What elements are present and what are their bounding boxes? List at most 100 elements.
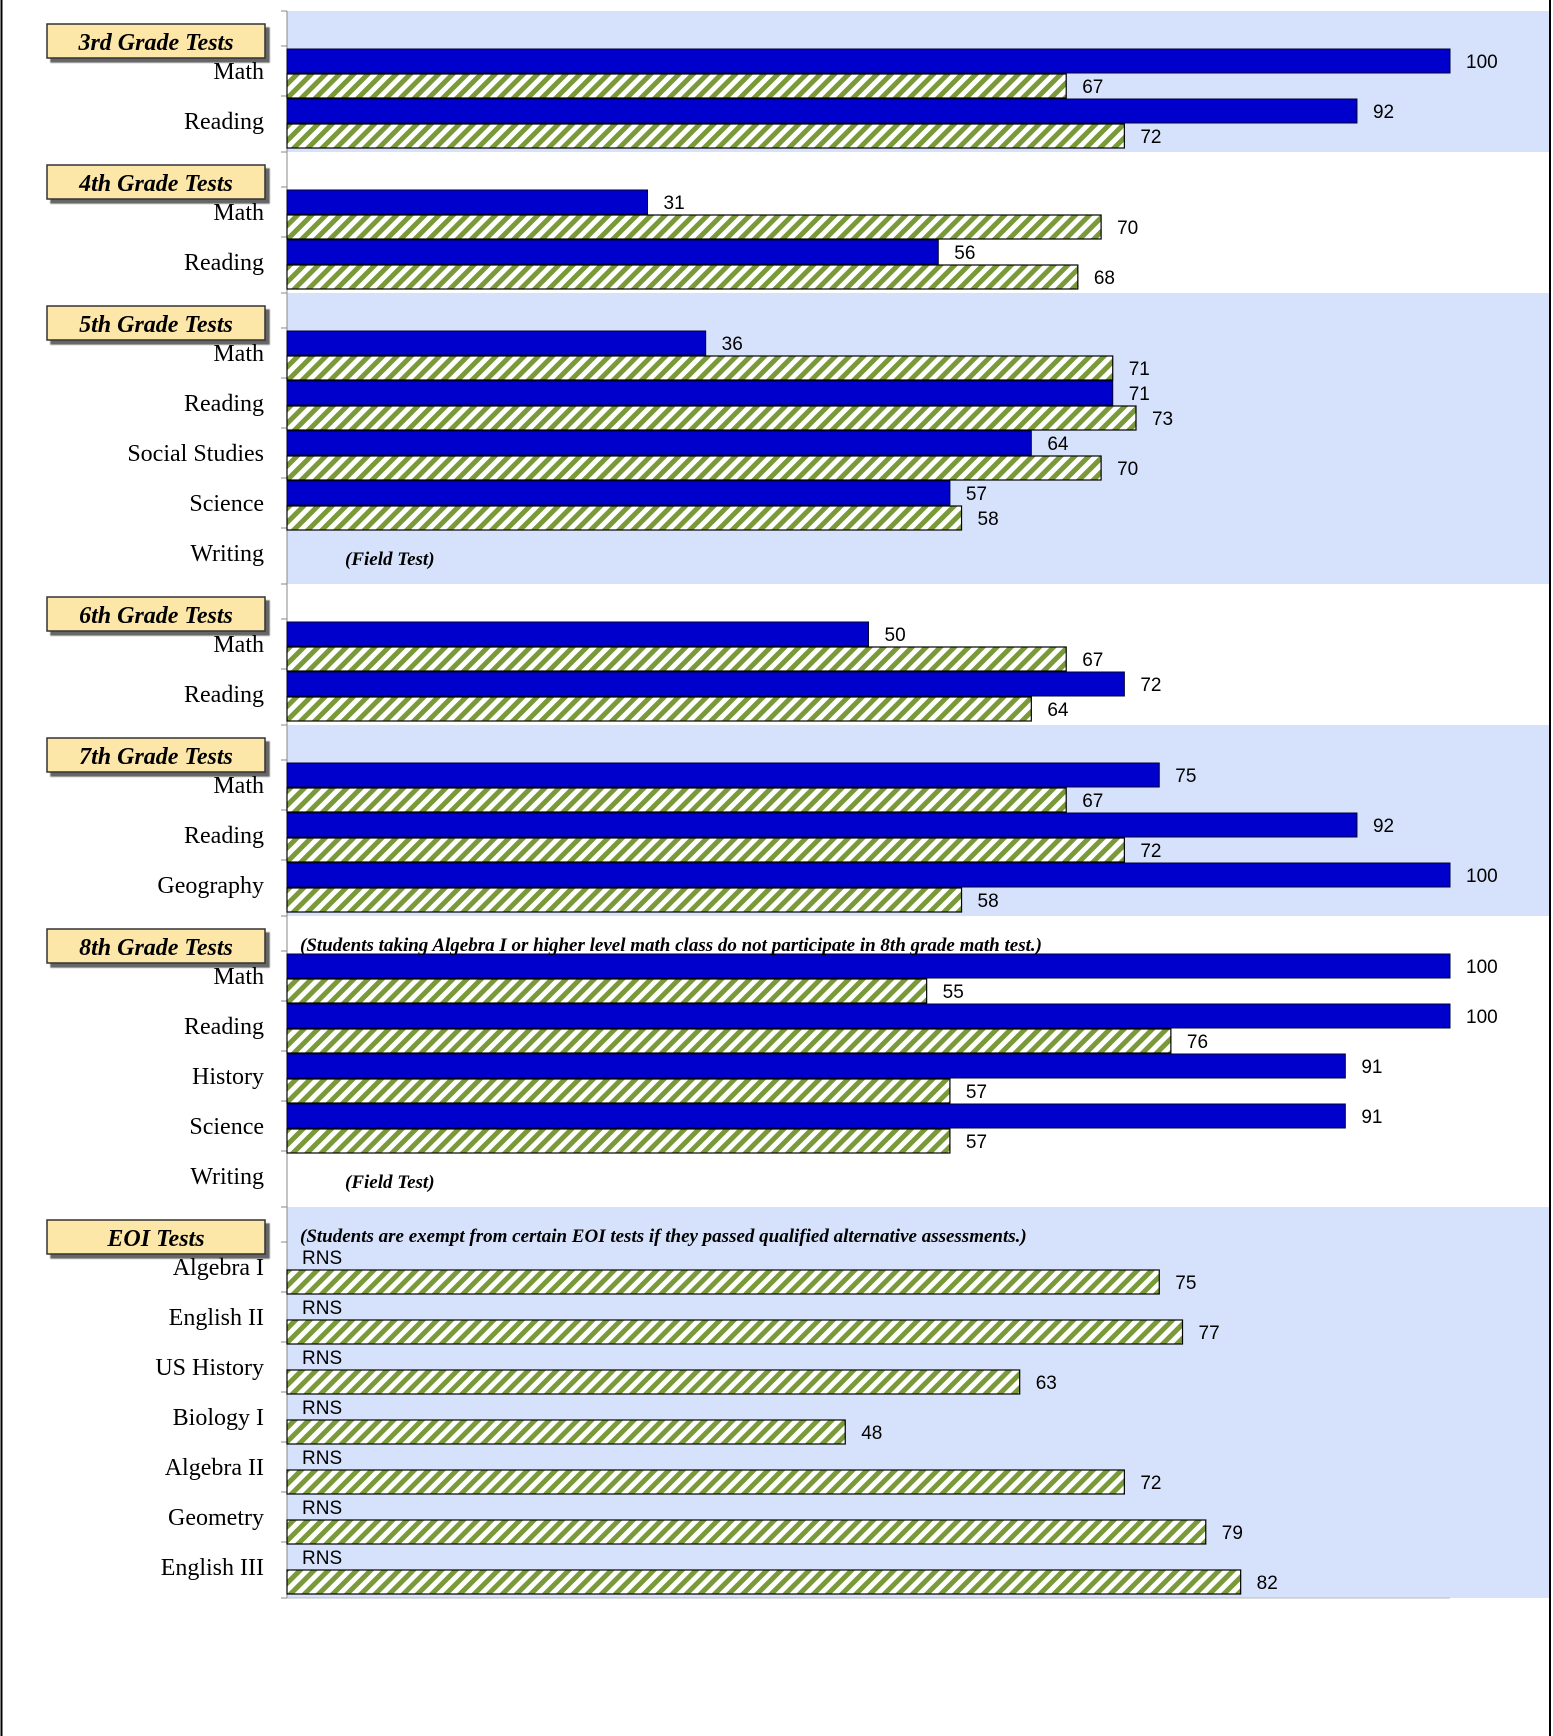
comparison-value-label: 71 xyxy=(1129,359,1150,380)
category-label: Science xyxy=(189,1114,264,1140)
comparison-value-label: 82 xyxy=(1257,1573,1278,1594)
grade-label: 8th Grade Tests xyxy=(79,935,233,961)
school-value-label: 92 xyxy=(1373,102,1394,123)
grade-label-box: 7th Grade Tests xyxy=(46,737,266,773)
category-label: Reading xyxy=(184,823,264,849)
grade-label-box: 3rd Grade Tests xyxy=(46,23,266,59)
school-value-label: 57 xyxy=(966,484,987,505)
school-bar xyxy=(286,98,1358,124)
grade-label-box-bg xyxy=(46,305,266,341)
comparison-bar xyxy=(286,355,1114,381)
comparison-value-label: 79 xyxy=(1222,1523,1243,1544)
grade-label: 4th Grade Tests xyxy=(78,171,233,197)
comparison-value-label: 72 xyxy=(1140,841,1161,862)
school-value-label: RNS xyxy=(302,1248,342,1269)
school-value-label: 75 xyxy=(1175,766,1196,787)
comparison-value-label: 63 xyxy=(1036,1373,1057,1394)
category-label: Writing xyxy=(190,541,264,567)
comparison-bar xyxy=(286,646,1067,672)
comparison-value-label: 75 xyxy=(1175,1273,1196,1294)
comparison-value-label: 57 xyxy=(966,1132,987,1153)
comparison-bar xyxy=(286,455,1102,481)
comparison-bar xyxy=(286,505,963,531)
comparison-bar xyxy=(286,214,1102,240)
comparison-bar xyxy=(286,1028,1172,1054)
grade-label: 7th Grade Tests xyxy=(79,744,233,770)
category-label: Reading xyxy=(184,1014,264,1040)
field-test-note: (Field Test) xyxy=(345,1172,435,1193)
comparison-bar xyxy=(286,1519,1207,1545)
grade-label: 5th Grade Tests xyxy=(79,312,233,338)
school-bar xyxy=(286,1053,1346,1079)
group-note: (Students taking Algebra I or higher lev… xyxy=(300,935,1042,956)
school-bar xyxy=(286,330,707,356)
comparison-bar xyxy=(286,837,1125,863)
school-bar xyxy=(286,239,939,265)
category-label: Math xyxy=(213,632,264,658)
category-label: Math xyxy=(213,59,264,85)
school-value-label: 100 xyxy=(1466,957,1498,978)
grade-label-box: 4th Grade Tests xyxy=(46,164,266,200)
school-value-label: 91 xyxy=(1361,1107,1382,1128)
school-bar xyxy=(286,48,1451,74)
comparison-value-label: 73 xyxy=(1152,409,1173,430)
comparison-value-label: 70 xyxy=(1117,218,1138,239)
grade-label-box-bg xyxy=(46,23,266,59)
category-label: History xyxy=(192,1064,264,1090)
comparison-value-label: 58 xyxy=(978,891,999,912)
category-label: Math xyxy=(213,200,264,226)
comparison-bar xyxy=(286,73,1067,99)
grade-label: EOI Tests xyxy=(106,1226,204,1252)
comparison-value-label: 48 xyxy=(861,1423,882,1444)
category-label: US History xyxy=(155,1355,264,1381)
category-label: Science xyxy=(189,491,264,517)
school-value-label: 31 xyxy=(664,193,685,214)
category-label: Writing xyxy=(190,1164,264,1190)
school-bar xyxy=(286,1003,1451,1029)
comparison-value-label: 76 xyxy=(1187,1032,1208,1053)
grade-label-box-bg xyxy=(46,1219,266,1255)
category-label: Biology I xyxy=(173,1405,264,1431)
school-value-label: 72 xyxy=(1140,675,1161,696)
comparison-bar xyxy=(286,1078,951,1104)
school-bar xyxy=(286,812,1358,838)
comparison-value-label: 67 xyxy=(1082,650,1103,671)
school-value-label: RNS xyxy=(302,1448,342,1469)
grade-label: 3rd Grade Tests xyxy=(77,30,233,56)
school-value-label: 91 xyxy=(1361,1057,1382,1078)
category-label: English II xyxy=(169,1305,264,1331)
school-value-label: 50 xyxy=(885,625,906,646)
school-value-label: 100 xyxy=(1466,52,1498,73)
grade-label-box-bg xyxy=(46,164,266,200)
group-note: (Students are exempt from certain EOI te… xyxy=(300,1226,1027,1247)
category-label: Reading xyxy=(184,109,264,135)
category-label: Math xyxy=(213,964,264,990)
school-bar xyxy=(286,430,1032,456)
comparison-bar xyxy=(286,1569,1242,1595)
school-value-label: 100 xyxy=(1466,1007,1498,1028)
comparison-bar xyxy=(286,787,1067,813)
comparison-bar xyxy=(286,1319,1184,1345)
grade-label-box: 5th Grade Tests xyxy=(46,305,266,341)
school-bar xyxy=(286,380,1114,406)
school-value-label: RNS xyxy=(302,1398,342,1419)
school-value-label: 36 xyxy=(722,334,743,355)
category-label: Geography xyxy=(157,873,264,899)
grade-label-box-bg xyxy=(46,928,266,964)
category-label: Algebra II xyxy=(165,1455,264,1481)
category-label: Algebra I xyxy=(173,1255,264,1281)
category-label: English III xyxy=(161,1555,264,1581)
category-label: Math xyxy=(213,341,264,367)
school-value-label: 56 xyxy=(954,243,975,264)
comparison-value-label: 57 xyxy=(966,1082,987,1103)
school-bar xyxy=(286,762,1160,788)
category-label: Reading xyxy=(184,682,264,708)
grade-label-box-bg xyxy=(46,737,266,773)
school-value-label: RNS xyxy=(302,1298,342,1319)
comparison-value-label: 58 xyxy=(978,509,999,530)
comparison-bar xyxy=(286,264,1079,290)
category-label: Geometry xyxy=(168,1505,264,1531)
comparison-value-label: 64 xyxy=(1047,700,1069,721)
